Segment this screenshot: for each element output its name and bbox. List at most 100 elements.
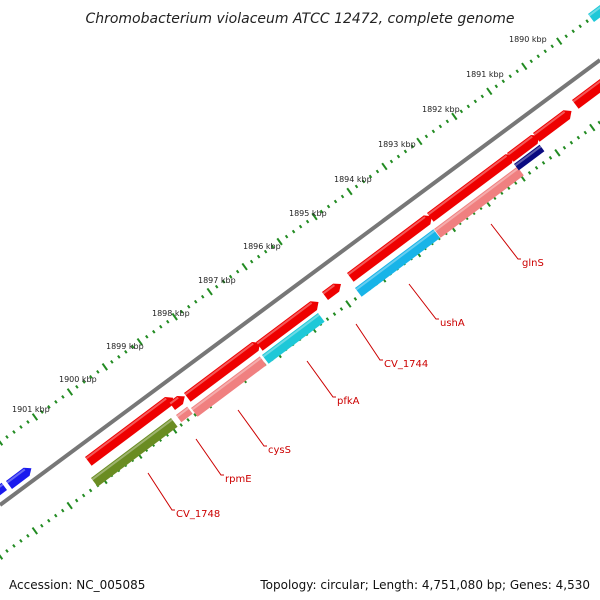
tick-label: 1896 kbp xyxy=(243,242,281,251)
gene-arrow-ushA xyxy=(355,229,440,297)
outer-tick xyxy=(536,54,540,59)
outer-tick xyxy=(459,109,464,114)
outer-tick xyxy=(206,287,213,296)
genome-backbone xyxy=(0,58,600,507)
gene-arrow-rpmE xyxy=(176,406,193,423)
outer-tick xyxy=(193,299,198,304)
inner-tick xyxy=(53,513,58,518)
inner-tick xyxy=(193,412,197,417)
tick-label: 1899 kbp xyxy=(106,342,144,351)
gene-features xyxy=(0,5,600,496)
gene-label: ushA xyxy=(440,318,465,329)
outer-tick xyxy=(75,385,79,389)
outer-tick xyxy=(82,380,86,384)
topology-summary: Topology: circular; Length: 4,751,080 bp… xyxy=(260,578,590,592)
outer-tick xyxy=(89,374,93,379)
outer-tick xyxy=(171,312,178,321)
outer-tick xyxy=(101,363,108,371)
outer-tick xyxy=(473,99,478,104)
outer-tick xyxy=(431,129,436,134)
outer-tick xyxy=(508,74,513,79)
blue-arrow xyxy=(0,482,7,496)
cds-arrow-shine xyxy=(184,342,254,396)
outer-tick xyxy=(361,179,366,184)
outer-tick xyxy=(346,187,353,196)
accession-text: Accession: NC_005085 xyxy=(9,578,146,592)
label-leaders xyxy=(147,223,521,511)
cyan-arrow xyxy=(588,5,600,22)
gene-arrow-cv1748 xyxy=(91,418,178,487)
tick-label: 1892 kbp xyxy=(422,105,460,114)
outer-tick xyxy=(131,344,135,349)
outer-tick xyxy=(256,254,261,259)
outer-tick xyxy=(319,209,324,214)
outer-tick xyxy=(515,69,520,74)
cds-arrow-shine xyxy=(427,155,508,216)
outer-tick xyxy=(368,174,373,179)
inner-tick xyxy=(74,498,79,503)
inner-tick xyxy=(345,300,352,308)
outer-tick xyxy=(166,319,170,324)
tick-label: 1901 kbp xyxy=(12,405,50,414)
map-title: Chromobacterium violaceum ATCC 12472, co… xyxy=(85,11,514,27)
inner-tick xyxy=(339,307,344,311)
outer-tick xyxy=(396,154,401,159)
gene-label: pfkA xyxy=(337,396,360,407)
inner-tick xyxy=(513,181,518,185)
inner-tick xyxy=(548,155,553,160)
gene-arrow-glnS xyxy=(434,166,524,238)
outer-tick xyxy=(249,259,254,264)
outer-tick xyxy=(186,304,191,309)
outer-tick xyxy=(61,395,65,399)
inner-tick xyxy=(0,554,4,560)
outer-tick xyxy=(152,329,156,334)
inner-tick xyxy=(569,140,574,145)
inner-tick xyxy=(583,130,588,135)
outer-tick xyxy=(543,49,547,54)
outer-tick xyxy=(159,324,163,329)
cds-arrow-shine xyxy=(347,216,426,276)
outer-tick xyxy=(480,94,485,99)
outer-tick xyxy=(571,29,575,34)
cds-arrow-shine xyxy=(169,396,179,405)
outer-tick xyxy=(424,134,429,139)
tick-label: 1894 kbp xyxy=(334,175,372,184)
gene-arrow-glnS-shine xyxy=(434,167,520,232)
cds-arrow xyxy=(347,215,432,282)
inner-tick xyxy=(562,145,567,150)
blue-arrow-shine xyxy=(0,483,4,488)
outer-tick xyxy=(12,430,16,434)
outer-tick xyxy=(438,124,443,129)
outer-tick xyxy=(66,388,74,396)
inner-tick xyxy=(541,160,546,165)
blue-arrow-shine xyxy=(6,468,26,484)
cds-arrow-shine xyxy=(85,397,167,460)
outer-tick xyxy=(403,149,408,154)
label-leader xyxy=(147,472,175,511)
inner-tick xyxy=(47,518,51,523)
outer-tick xyxy=(270,244,275,249)
gene-arrow-rpmE-shine xyxy=(176,407,189,418)
cds-arrow xyxy=(507,135,540,162)
cds-arrow-shine xyxy=(256,301,313,345)
gene-arrow-pfkA-shine xyxy=(262,313,320,358)
outer-tick xyxy=(501,79,506,84)
outer-tick xyxy=(451,112,458,121)
outer-tick xyxy=(416,137,423,146)
cds-arrow-shine xyxy=(533,111,566,136)
outer-tick xyxy=(494,84,499,89)
gene-label: CV_1744 xyxy=(384,359,428,370)
cds-arrow-shine xyxy=(507,135,533,156)
inner-tick xyxy=(589,123,596,132)
cyan-arrow-shine xyxy=(588,6,600,17)
gene-arrow-ushA-shine xyxy=(355,230,436,291)
inner-tick xyxy=(88,488,93,493)
outer-tick xyxy=(276,237,283,246)
outer-tick xyxy=(200,294,205,299)
cds-arrow xyxy=(572,79,600,109)
outer-tick xyxy=(564,34,568,39)
outer-tick xyxy=(145,334,149,339)
gene-arrow-cysS xyxy=(191,356,267,417)
outer-tick xyxy=(389,159,394,164)
outer-tick xyxy=(235,269,240,274)
